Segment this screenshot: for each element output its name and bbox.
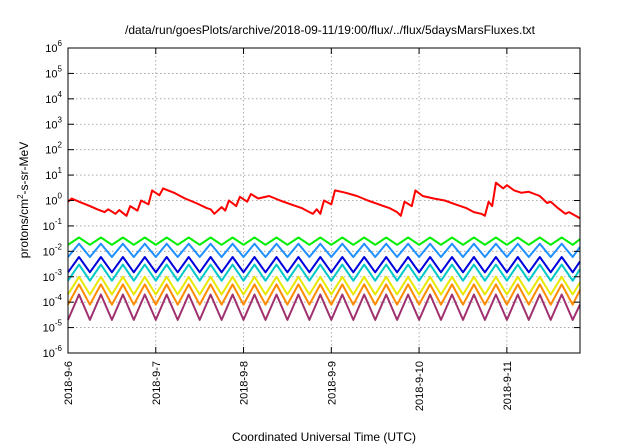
y-tick-label-exponent: 2 [58, 141, 63, 150]
y-tick-label-exponent: 1 [58, 166, 63, 175]
y-tick-label: 106 [45, 39, 62, 55]
y-tick-label-base: 10 [45, 94, 57, 106]
series-line-6 [67, 283, 581, 306]
y-tick-label: 104 [45, 90, 62, 106]
y-tick-label-base: 10 [43, 297, 55, 309]
y-tick-label: 10-4 [43, 293, 63, 309]
y-tick-label-base: 10 [45, 68, 57, 80]
y-tick-label-base: 10 [45, 196, 57, 208]
x-tick-label: 2018-9-10 [414, 361, 426, 411]
series-line-5 [67, 275, 581, 296]
y-tick-label-base: 10 [43, 221, 55, 233]
x-tick-label: 2018-9-8 [239, 361, 251, 405]
x-tick-label: 2018-9-7 [151, 361, 163, 405]
series-line-3 [67, 256, 581, 274]
y-tick-label-exponent: 0 [58, 192, 63, 201]
y-tick-label-exponent: -1 [55, 217, 63, 226]
y-tick-label-base: 10 [43, 323, 55, 335]
series-line-7 [67, 293, 581, 321]
x-tick-label: 2018-9-6 [63, 361, 75, 405]
y-tick-label: 100 [45, 192, 62, 208]
y-axis-label-main: protons/cm [17, 199, 31, 258]
y-tick-label-base: 10 [43, 246, 55, 258]
y-axis-label: protons/cm2-s-sr-MeV [16, 142, 31, 258]
y-tick-label: 102 [45, 141, 62, 157]
y-tick-label-exponent: 4 [58, 90, 63, 99]
y-tick-label: 101 [45, 166, 62, 182]
chart-title: /data/run/goesPlots/archive/2018-09-11/1… [125, 23, 536, 37]
x-tick-label: 2018-9-11 [502, 361, 514, 410]
y-tick-label-exponent: 3 [58, 115, 63, 124]
y-tick-label-base: 10 [45, 145, 57, 157]
y-tick-label: 10-3 [43, 268, 63, 284]
series-line-1 [67, 236, 581, 246]
y-tick-label-exponent: -3 [55, 268, 63, 277]
x-axis: 2018-9-6 2018-9-7 2018-9-8 2018-9-9 2018-9-1… [63, 48, 514, 411]
y-tick-label-exponent: -6 [55, 344, 63, 353]
y-tick-label-exponent: 5 [58, 64, 63, 73]
y-tick-label: 10-2 [43, 242, 63, 258]
series-layer [67, 181, 581, 321]
y-tick-label-base: 10 [45, 170, 57, 182]
y-tick-label-base: 10 [43, 348, 55, 360]
y-tick-label-exponent: -2 [55, 242, 63, 251]
y-tick-label: 105 [45, 64, 62, 80]
x-axis-label: Coordinated Universal Time (UTC) [232, 430, 416, 444]
x-tick-label: 2018-9-9 [326, 361, 338, 405]
y-tick-label-base: 10 [45, 119, 57, 131]
y-tick-label-base: 10 [43, 272, 55, 284]
y-axis-label-exponent: 2 [16, 194, 25, 199]
y-tick-label: 10-1 [43, 217, 63, 233]
y-tick-label: 10-6 [43, 344, 63, 360]
y-tick-label: 10-5 [43, 319, 63, 335]
y-tick-label-exponent: 6 [58, 39, 63, 48]
series-line-2 [67, 242, 581, 258]
y-tick-label-exponent: -5 [55, 319, 63, 328]
y-tick-label-base: 10 [45, 43, 57, 55]
y-axis: 10-610-510-410-310-210-11001011021031041… [43, 39, 580, 360]
series-line-0 [67, 181, 581, 220]
y-axis-label-unit: -s-sr-MeV [17, 142, 31, 195]
y-tick-label: 103 [45, 115, 62, 131]
series-line-4 [67, 263, 581, 282]
y-tick-label-exponent: -4 [55, 293, 63, 302]
